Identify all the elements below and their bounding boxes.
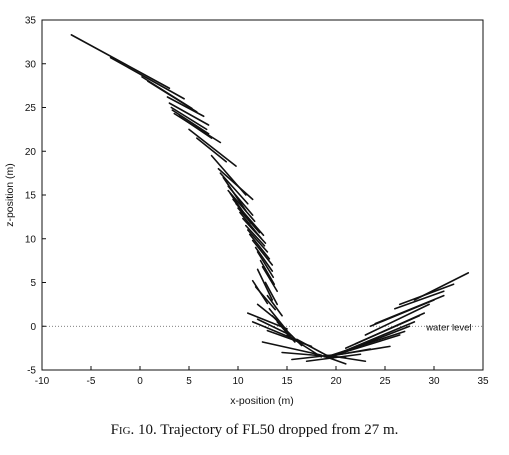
x-tick-label: 20 [330, 376, 342, 387]
x-tick-label: 10 [232, 376, 244, 387]
trajectory-segment [109, 56, 185, 100]
trajectory-segment [256, 268, 274, 301]
x-tick-label: 30 [428, 376, 440, 387]
trajectory-segment [170, 106, 208, 131]
trajectory-segment [325, 356, 347, 365]
trajectory-segment [227, 185, 254, 216]
trajectory-segment [254, 286, 277, 311]
trajectory-segment [266, 294, 283, 317]
trajectory-segment [168, 102, 210, 126]
x-tick-label: 25 [379, 376, 391, 387]
y-axis-title: z-position (m) [4, 163, 16, 227]
trajectory-segment [305, 353, 362, 363]
figure-caption-label: Fig. 10. [110, 422, 157, 438]
trajectory-segment [264, 281, 279, 306]
y-tick-label: 35 [25, 16, 37, 27]
trajectory-segment [254, 246, 274, 272]
trajectory-segment [259, 259, 276, 286]
y-axis-ticks: -5 0 5 10 15 20 25 30 35 [25, 16, 46, 377]
trajectory-segment [393, 290, 445, 310]
trajectory-segment [413, 272, 470, 301]
trajectory-segment [171, 109, 210, 135]
x-tick-label: 35 [477, 376, 489, 387]
y-tick-label: 15 [25, 191, 37, 202]
trajectory-segment [237, 207, 261, 234]
trajectory-segment [256, 251, 275, 279]
trajectory-segment [245, 224, 266, 247]
trajectory-segment [166, 96, 205, 118]
x-tick-label: -10 [35, 376, 50, 387]
trajectory-segment [251, 239, 274, 266]
trajectory-segment [219, 172, 249, 205]
x-axis-title: x-position (m) [230, 395, 294, 407]
trajectory-segment [247, 229, 269, 253]
trajectory-segment [354, 312, 426, 345]
trajectory-segment [295, 338, 332, 359]
y-tick-label: -5 [27, 366, 36, 377]
y-tick-label: 20 [25, 147, 37, 158]
trajectory-segment [364, 303, 430, 336]
trajectory-segment [70, 34, 171, 90]
trajectory-segment [340, 321, 416, 354]
y-tick-label: 30 [25, 59, 37, 70]
x-tick-label: -5 [87, 376, 96, 387]
x-tick-label: 15 [281, 376, 293, 387]
trajectory-segment [374, 294, 445, 325]
trajectory-segment [188, 128, 237, 167]
trajectory-segment [178, 115, 213, 139]
figure-caption-text: Trajectory of FL50 dropped from 27 m. [160, 422, 399, 438]
x-tick-label: 0 [137, 376, 143, 387]
x-axis-ticks: -10 -5 0 5 10 15 20 25 30 35 [35, 366, 489, 387]
trajectory-segment [242, 217, 267, 244]
trajectory-segment [248, 233, 271, 260]
y-tick-label: 25 [25, 103, 37, 114]
trajectory-segment [147, 80, 198, 113]
trajectory-segment [261, 265, 279, 293]
figure-caption: Fig. 10. Trajectory of FL50 dropped from… [0, 422, 509, 439]
y-tick-label: 5 [30, 278, 36, 289]
y-tick-label: 10 [25, 234, 37, 245]
trajectory-segment [217, 167, 254, 201]
x-tick-label: 5 [186, 376, 192, 387]
water-level-label: water level [425, 322, 471, 333]
trajectory-segments [70, 34, 470, 365]
y-tick-label: 0 [30, 322, 36, 333]
trajectory-segment [196, 137, 228, 163]
trajectory-segment [235, 202, 265, 237]
trajectory-segment [261, 341, 323, 356]
trajectory-segment [291, 354, 332, 361]
